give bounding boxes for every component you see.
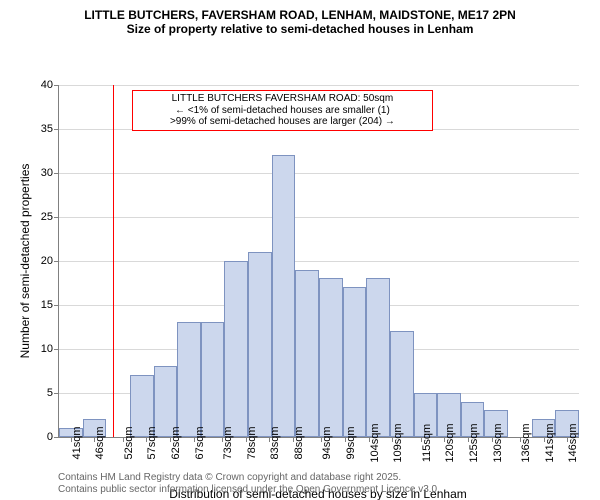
title-line2: Size of property relative to semi-detach… bbox=[0, 22, 600, 36]
annotation-line: >99% of semi-detached houses are larger … bbox=[137, 116, 428, 128]
x-tick-label: 104sqm bbox=[369, 423, 381, 462]
x-tick-label: 99sqm bbox=[345, 426, 357, 459]
y-tick-mark bbox=[54, 85, 59, 86]
histogram-bar bbox=[343, 287, 367, 437]
histogram-bar bbox=[201, 322, 225, 436]
annotation-line: LITTLE BUTCHERS FAVERSHAM ROAD: 50sqm bbox=[137, 93, 428, 105]
x-tick-label: 109sqm bbox=[392, 423, 404, 462]
annotation-line: ← <1% of semi-detached houses are smalle… bbox=[137, 105, 428, 117]
histogram-bar bbox=[295, 270, 319, 437]
y-tick-mark bbox=[54, 437, 59, 438]
y-tick-mark bbox=[54, 305, 59, 306]
histogram-bar bbox=[224, 261, 248, 437]
x-tick-label: 46sqm bbox=[94, 426, 106, 459]
histogram-bar bbox=[272, 155, 296, 437]
x-tick-label: 83sqm bbox=[269, 426, 281, 459]
y-axis-label: Number of semi-detached properties bbox=[18, 151, 32, 371]
x-tick-label: 41sqm bbox=[71, 426, 83, 459]
reference-line bbox=[113, 85, 114, 437]
grid-line bbox=[59, 261, 579, 262]
x-tick-label: 73sqm bbox=[222, 426, 234, 459]
annotation-box: LITTLE BUTCHERS FAVERSHAM ROAD: 50sqm← <… bbox=[132, 90, 433, 131]
x-tick-label: 52sqm bbox=[123, 426, 135, 459]
grid-line bbox=[59, 217, 579, 218]
x-tick-label: 141sqm bbox=[544, 423, 556, 462]
x-tick-label: 120sqm bbox=[444, 423, 456, 462]
footer-line1: Contains HM Land Registry data © Crown c… bbox=[58, 472, 440, 484]
x-tick-label: 78sqm bbox=[246, 426, 258, 459]
x-tick-label: 146sqm bbox=[567, 423, 579, 462]
grid-line bbox=[59, 173, 579, 174]
grid-line bbox=[59, 85, 579, 86]
footer-line2: Contains public sector information licen… bbox=[58, 484, 440, 496]
y-tick-mark bbox=[54, 173, 59, 174]
x-tick-label: 125sqm bbox=[468, 423, 480, 462]
x-tick-label: 94sqm bbox=[321, 426, 333, 459]
histogram-bar bbox=[177, 322, 201, 436]
y-tick-mark bbox=[54, 129, 59, 130]
histogram-bar bbox=[319, 278, 343, 436]
y-tick-mark bbox=[54, 217, 59, 218]
x-tick-label: 130sqm bbox=[492, 423, 504, 462]
x-tick-label: 57sqm bbox=[146, 426, 158, 459]
histogram-bar bbox=[390, 331, 414, 437]
y-tick-mark bbox=[54, 261, 59, 262]
y-tick-mark bbox=[54, 393, 59, 394]
x-tick-label: 67sqm bbox=[194, 426, 206, 459]
y-tick-mark bbox=[54, 349, 59, 350]
title-line1: LITTLE BUTCHERS, FAVERSHAM ROAD, LENHAM,… bbox=[0, 8, 600, 22]
plot-area: 0510152025303540LITTLE BUTCHERS FAVERSHA… bbox=[58, 85, 579, 438]
chart-title: LITTLE BUTCHERS, FAVERSHAM ROAD, LENHAM,… bbox=[0, 0, 600, 37]
x-tick-label: 62sqm bbox=[170, 426, 182, 459]
x-tick-label: 115sqm bbox=[421, 424, 433, 462]
histogram-bar bbox=[248, 252, 272, 437]
histogram-bar bbox=[366, 278, 390, 436]
attribution-footer: Contains HM Land Registry data © Crown c… bbox=[58, 472, 440, 496]
x-tick-label: 136sqm bbox=[520, 423, 532, 462]
x-tick-label: 88sqm bbox=[293, 426, 305, 459]
